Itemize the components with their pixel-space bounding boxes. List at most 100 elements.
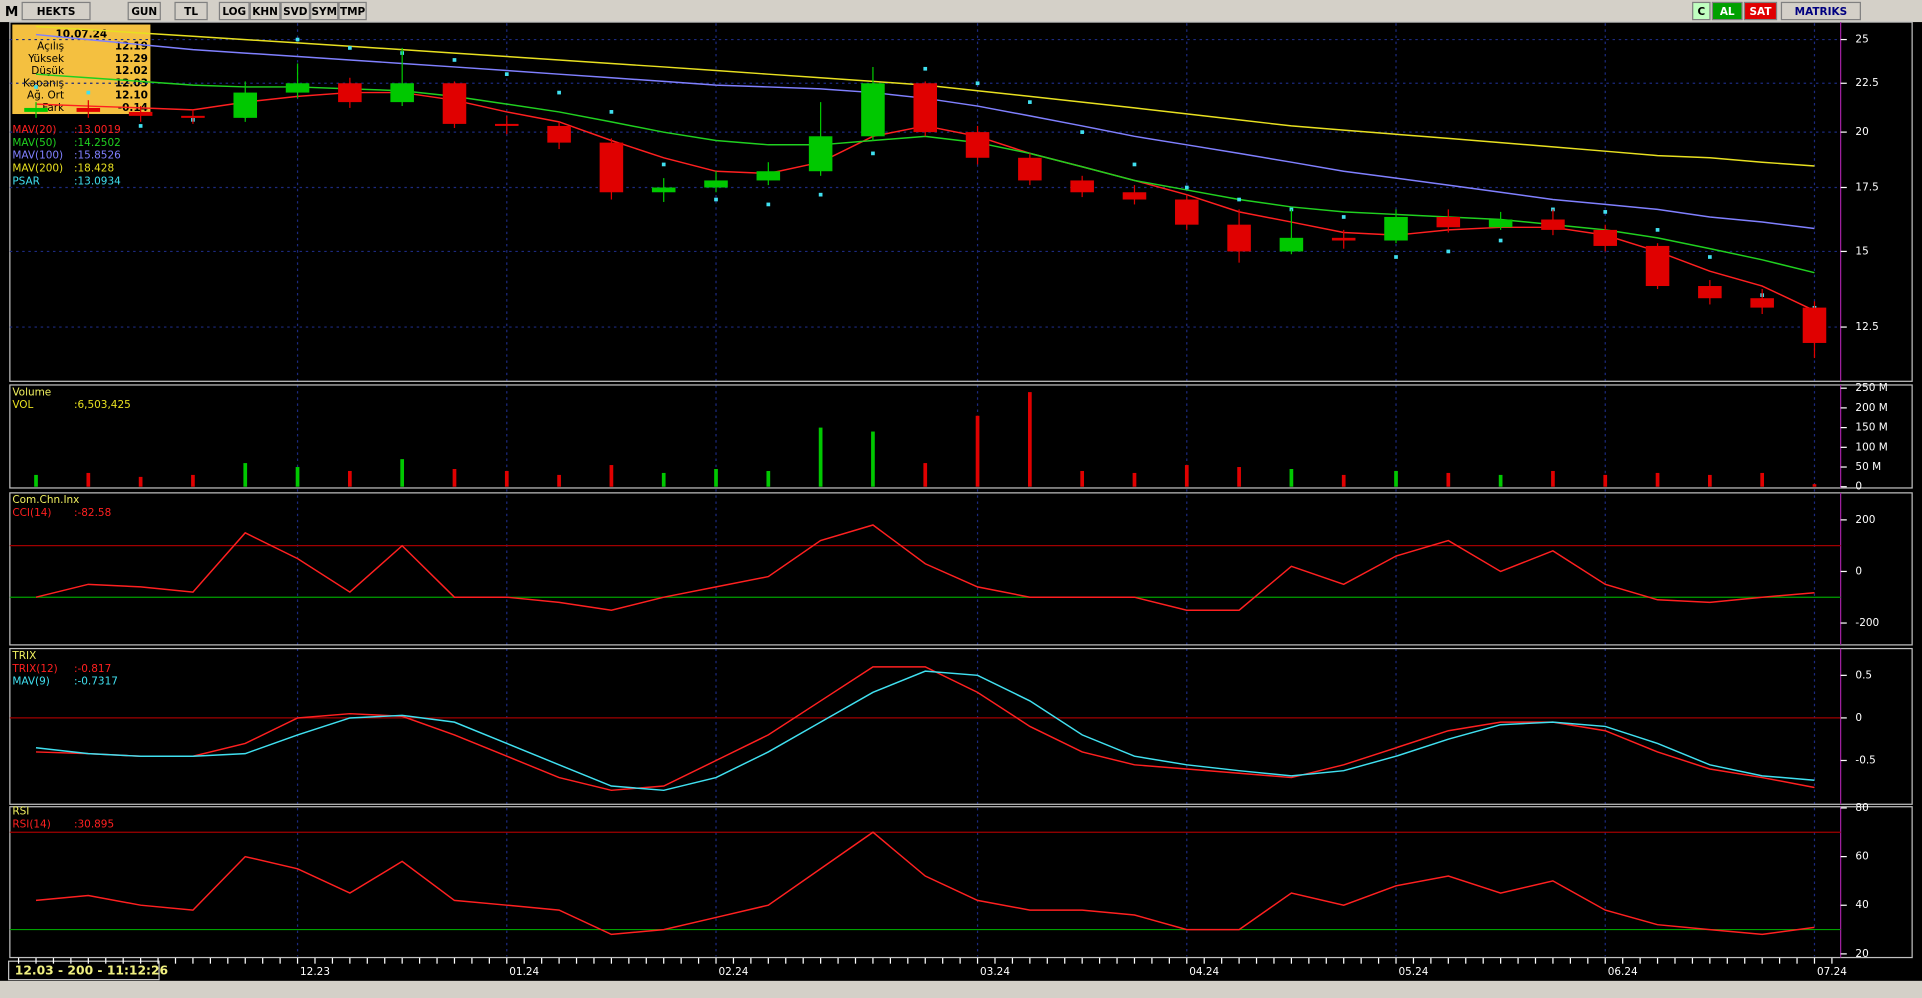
psar-dot: [766, 202, 771, 207]
candle-body: [1541, 219, 1565, 230]
candle-body: [1070, 180, 1094, 193]
candle-body: [442, 83, 467, 124]
info-value: 12.02: [115, 65, 148, 77]
candle-body: [285, 83, 310, 93]
toolbar-button[interactable]: [249, 1, 281, 21]
legend-name: PSAR: [12, 175, 40, 187]
volume-bar: [1237, 467, 1241, 487]
toolbar-button[interactable]: [21, 1, 91, 21]
toolbar-button[interactable]: [338, 1, 367, 21]
toolbar-label[interactable]: AL: [1720, 6, 1735, 18]
volume-bar: [1655, 472, 1660, 487]
y-tick-label: 80: [1855, 802, 1868, 814]
toolbar-label[interactable]: SVD: [283, 6, 308, 18]
info-value: 12.19: [115, 41, 148, 53]
indicator-line: [35, 666, 1815, 792]
toolbar-label[interactable]: GUN: [131, 6, 157, 18]
toolbar-label[interactable]: KHN: [252, 6, 278, 18]
psar-dot: [1655, 228, 1660, 232]
y-tick-label: -0.5: [1855, 755, 1875, 767]
psar-dot: [557, 90, 561, 95]
y-tick-label: 0: [1855, 712, 1862, 724]
x-tick-label: 05.24: [1398, 966, 1428, 978]
toolbar-button[interactable]: [127, 1, 161, 21]
legend-name: TRIX(12): [11, 663, 57, 675]
indicator-line: [35, 73, 1815, 274]
candle-body: [1122, 192, 1147, 200]
volume-bar: [86, 472, 91, 487]
volume-bar: [295, 467, 300, 487]
y-tick-label: 200: [1855, 514, 1875, 526]
legend-name: MAV(100): [12, 150, 63, 162]
psar-dot: [714, 197, 718, 202]
toolbar-label[interactable]: SAT: [1750, 6, 1773, 18]
toolbar-button[interactable]: [1743, 1, 1778, 21]
panel-frame: [9, 806, 1913, 959]
info-label: Açılış: [37, 41, 64, 53]
legend-value: :-0.817: [74, 663, 111, 675]
candle-body: [495, 123, 519, 126]
info-label: Yüksek: [27, 53, 65, 65]
volume-bar: [1132, 472, 1137, 487]
candle-body: [1436, 216, 1461, 228]
toolbar-button[interactable]: [218, 1, 250, 21]
psar-dot: [295, 37, 300, 42]
legend-name: MAV(9): [12, 676, 50, 688]
candle-body: [233, 92, 258, 118]
toolbar-button[interactable]: [280, 1, 311, 21]
toolbar-label[interactable]: TL: [184, 6, 198, 18]
volume-bar: [1028, 392, 1032, 487]
y-tick-label: -200: [1855, 617, 1879, 629]
psar-dot: [1708, 255, 1712, 259]
candle-body: [1750, 298, 1774, 308]
info-value: 12.03: [115, 77, 148, 89]
psar-dot: [923, 66, 928, 71]
psar-dot: [452, 58, 457, 62]
toolbar-label[interactable]: HEKTS: [37, 6, 76, 18]
psar-dot: [348, 46, 352, 50]
volume-bar: [975, 415, 980, 487]
toolbar-button[interactable]: [1711, 1, 1743, 21]
candle-body: [1698, 286, 1722, 299]
x-tick-label: 03.24: [980, 966, 1010, 978]
volume-bar: [1394, 470, 1398, 487]
volume-bar: [1184, 465, 1189, 487]
legend-name: MAV(20): [12, 124, 56, 136]
volume-bar: [871, 431, 875, 487]
psar-dot: [1132, 162, 1137, 167]
psar-dot: [504, 72, 509, 76]
info-label: Kapanış: [23, 77, 64, 89]
toolbar-button[interactable]: [174, 1, 208, 21]
toolbar-button[interactable]: [1692, 1, 1711, 21]
psar-dot: [1341, 215, 1346, 219]
y-tick-label: 15: [1855, 245, 1868, 257]
toolbar-label[interactable]: C: [1697, 6, 1705, 18]
legend-value: :-0.7317: [74, 676, 118, 688]
y-tick-label: 17.5: [1855, 182, 1878, 194]
toolbar-label[interactable]: MATRIKS: [1795, 6, 1847, 18]
toolbar-button[interactable]: [1780, 1, 1861, 21]
candle-body: [1279, 237, 1304, 252]
toolbar-label[interactable]: LOG: [222, 6, 246, 18]
legend-name: CCI(14): [12, 507, 51, 519]
x-tick-label: 01.24: [509, 966, 539, 978]
toolbar-label[interactable]: SYM: [311, 6, 337, 18]
candle-body: [76, 107, 101, 112]
x-tick-label: 12.23: [300, 966, 330, 978]
volume-bar: [1289, 468, 1294, 487]
info-label: Ağ. Ort: [27, 90, 64, 102]
toolbar-label[interactable]: TMP: [340, 6, 366, 18]
y-tick-label: 50 M: [1855, 461, 1881, 473]
legend-value: :30.895: [74, 819, 114, 831]
volume-bar: [348, 470, 352, 487]
info-label: Fark: [42, 102, 65, 114]
psar-dot: [818, 192, 823, 197]
legend-name: MAV(200): [12, 163, 63, 175]
legend-value: :18.428: [74, 163, 114, 175]
y-tick-label: 60: [1855, 851, 1868, 863]
legend-value: :-82.58: [74, 507, 111, 519]
info-label: Düşük: [31, 65, 65, 77]
toolbar-button[interactable]: [310, 1, 339, 21]
